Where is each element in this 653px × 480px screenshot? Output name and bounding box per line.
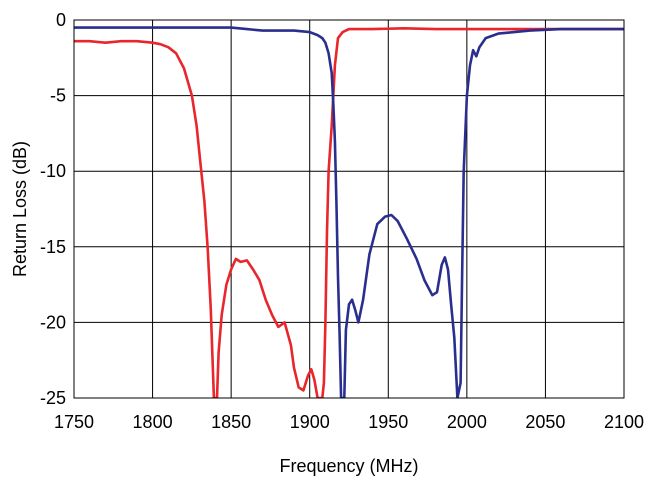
plot-frame: [73, 19, 625, 399]
x-tick-label: 1950: [368, 412, 408, 432]
y-tick-label: -20: [40, 312, 66, 332]
x-tick-label: 1900: [290, 412, 330, 432]
y-tick-label: -25: [40, 388, 66, 408]
x-axis-label: Frequency (MHz): [279, 456, 418, 476]
x-tick-label: 2100: [604, 412, 644, 432]
x-tick-label: 1750: [54, 412, 94, 432]
y-axis-label: Return Loss (dB): [10, 141, 30, 277]
y-tick-label: -10: [40, 161, 66, 181]
series-line-1: [74, 27, 624, 398]
x-tick-label: 1850: [211, 412, 251, 432]
y-tick-label: -5: [50, 86, 66, 106]
y-tick-label: -15: [40, 237, 66, 257]
x-tick-label: 2000: [447, 412, 487, 432]
x-tick-labels: 1750 1800 1850 1900 1950 2000 2050 2100: [54, 412, 644, 432]
y-tick-labels: 0 -5 -10 -15 -20 -25: [40, 10, 66, 408]
x-tick-label: 1800: [133, 412, 173, 432]
series-line-2: [74, 26, 624, 398]
series-layer: [74, 26, 624, 398]
y-tick-label: 0: [56, 10, 66, 30]
x-tick-label: 2050: [525, 412, 565, 432]
plot-background: [74, 20, 624, 398]
